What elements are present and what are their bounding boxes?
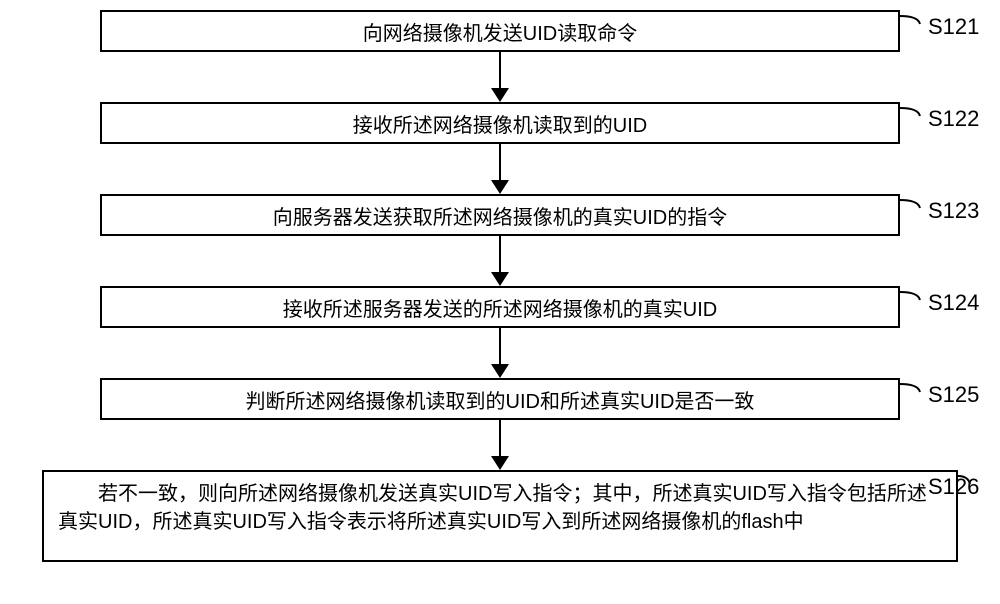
- flowchart-container: 向网络摄像机发送UID读取命令 接收所述网络摄像机读取到的UID 向服务器发送获…: [40, 10, 960, 562]
- flow-step-box: 若不一致，则向所述网络摄像机发送真实UID写入指令；其中，所述真实UID写入指令…: [42, 470, 958, 562]
- flow-step-text: 向服务器发送获取所述网络摄像机的真实UID的指令: [273, 201, 727, 230]
- flow-arrow: [40, 328, 960, 378]
- flow-step-text: 接收所述服务器发送的所述网络摄像机的真实UID: [283, 293, 717, 322]
- step-label: S123: [928, 198, 979, 224]
- flow-step-box: 判断所述网络摄像机读取到的UID和所述真实UID是否一致: [100, 378, 900, 420]
- flow-arrow: [40, 144, 960, 194]
- flow-arrow: [40, 236, 960, 286]
- step-label: S122: [928, 106, 979, 132]
- flow-step-box: 接收所述网络摄像机读取到的UID: [100, 102, 900, 144]
- flow-step-text: 向网络摄像机发送UID读取命令: [363, 17, 637, 46]
- step-label: S121: [928, 14, 979, 40]
- step-label: S125: [928, 382, 979, 408]
- flow-step-box: 向服务器发送获取所述网络摄像机的真实UID的指令: [100, 194, 900, 236]
- step-label: S126: [928, 474, 979, 500]
- flow-step-box: 向网络摄像机发送UID读取命令: [100, 10, 900, 52]
- flow-step-text: 判断所述网络摄像机读取到的UID和所述真实UID是否一致: [246, 385, 755, 414]
- step-label: S124: [928, 290, 979, 316]
- flow-step-text: 接收所述网络摄像机读取到的UID: [353, 109, 647, 138]
- flow-arrow: [40, 420, 960, 470]
- flow-step-box: 接收所述服务器发送的所述网络摄像机的真实UID: [100, 286, 900, 328]
- flow-step-text: 若不一致，则向所述网络摄像机发送真实UID写入指令；其中，所述真实UID写入指令…: [58, 480, 942, 536]
- flow-arrow: [40, 52, 960, 102]
